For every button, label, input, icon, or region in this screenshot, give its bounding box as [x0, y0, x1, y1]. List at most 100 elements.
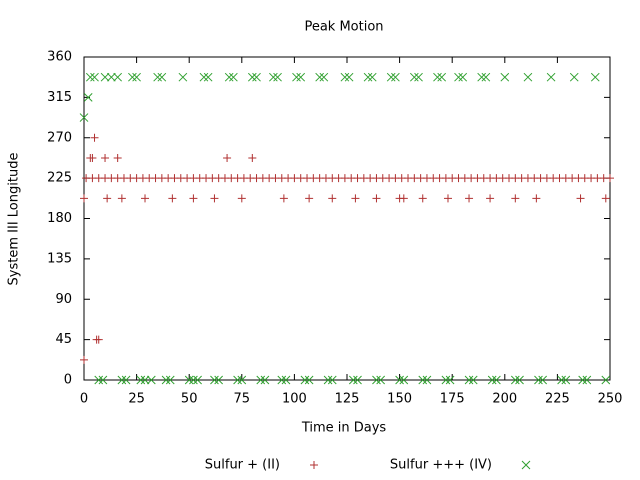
- point: [248, 153, 257, 162]
- point: [487, 375, 497, 385]
- point: [233, 375, 242, 385]
- point: [80, 194, 88, 203]
- point: [511, 194, 520, 203]
- point: [90, 72, 99, 82]
- point: [132, 72, 141, 82]
- point: [117, 375, 127, 385]
- point: [224, 72, 234, 82]
- point: [94, 335, 103, 344]
- point: [395, 375, 404, 385]
- point: [414, 72, 423, 82]
- point: [557, 375, 566, 385]
- point: [319, 72, 329, 82]
- y-tick-label: 315: [47, 90, 72, 105]
- point: [106, 72, 116, 82]
- point: [269, 72, 278, 82]
- point: [486, 194, 495, 203]
- point: [523, 72, 533, 82]
- point: [576, 194, 585, 203]
- y-axis-label: System III Longitude: [7, 153, 22, 286]
- point: [492, 375, 501, 385]
- point: [391, 72, 400, 82]
- point: [441, 375, 451, 385]
- point: [399, 375, 409, 385]
- point: [510, 375, 520, 385]
- point: [445, 375, 455, 385]
- point: [409, 72, 419, 82]
- point: [601, 194, 610, 203]
- legend-label: Sulfur + (II): [205, 458, 280, 473]
- point: [237, 375, 247, 385]
- point: [546, 72, 556, 82]
- chart-title: Peak Motion: [304, 20, 383, 35]
- point: [464, 375, 474, 385]
- point: [465, 194, 474, 203]
- point: [386, 72, 396, 82]
- point: [85, 72, 95, 82]
- point: [538, 375, 548, 385]
- point: [88, 153, 97, 162]
- point: [79, 113, 89, 122]
- point: [500, 72, 510, 82]
- point: [458, 72, 468, 82]
- point: [372, 375, 381, 385]
- point: [578, 375, 588, 385]
- point: [344, 72, 354, 82]
- y-tick-label: 180: [47, 211, 72, 226]
- point: [399, 194, 408, 203]
- point: [534, 375, 543, 385]
- point: [606, 174, 614, 183]
- point: [376, 375, 386, 385]
- x-tick-label: 0: [80, 392, 88, 407]
- point: [229, 72, 238, 82]
- point: [328, 194, 337, 203]
- point: [292, 72, 301, 82]
- point: [168, 194, 177, 203]
- x-axis-label: Time in Days: [301, 421, 387, 436]
- legend-marker: [310, 461, 318, 469]
- point: [223, 153, 232, 162]
- point: [113, 153, 122, 162]
- point: [260, 375, 270, 385]
- point: [340, 72, 350, 82]
- point: [315, 72, 325, 82]
- x-tick-label: 150: [387, 392, 412, 407]
- point: [141, 194, 150, 203]
- point: [210, 194, 219, 203]
- point: [273, 72, 282, 82]
- point: [582, 375, 592, 385]
- point: [296, 72, 306, 82]
- y-tick-label: 90: [55, 292, 72, 307]
- point: [153, 72, 162, 82]
- point: [327, 375, 337, 385]
- point: [443, 194, 452, 203]
- point: [279, 194, 288, 203]
- point: [590, 72, 600, 82]
- x-tick-label: 100: [282, 392, 307, 407]
- point: [189, 375, 198, 385]
- point: [136, 375, 146, 385]
- point: [252, 72, 261, 82]
- point: [304, 375, 314, 385]
- point: [367, 72, 377, 82]
- point: [199, 72, 209, 82]
- y-tick-label: 45: [55, 332, 72, 347]
- point: [237, 194, 246, 203]
- point: [481, 72, 491, 82]
- point: [117, 194, 126, 203]
- point: [515, 375, 524, 385]
- point: [100, 72, 110, 82]
- x-tick-label: 200: [492, 392, 517, 407]
- point: [214, 375, 224, 385]
- point: [101, 153, 110, 162]
- point: [372, 194, 381, 203]
- x-tick-label: 25: [128, 392, 145, 407]
- point: [189, 194, 198, 203]
- x-tick-label: 175: [440, 392, 465, 407]
- point: [569, 72, 579, 82]
- y-tick-label: 225: [47, 171, 72, 186]
- point: [281, 375, 291, 385]
- point: [80, 355, 88, 364]
